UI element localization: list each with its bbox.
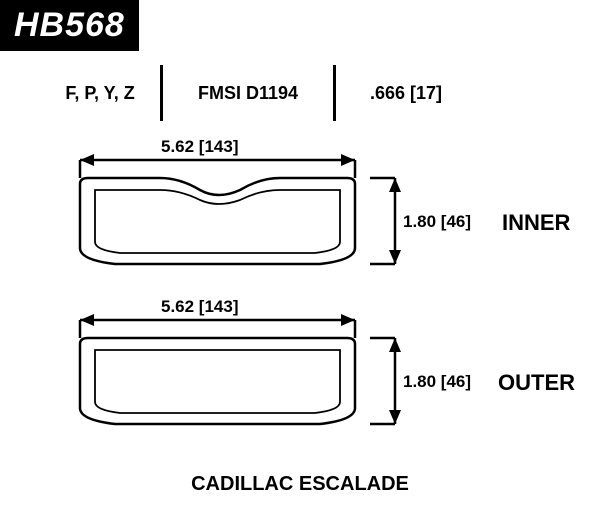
vehicle-label: CADILLAC ESCALADE	[0, 473, 600, 496]
spec-row: F, P, Y, Z FMSI D1194 .666 [17]	[0, 63, 600, 123]
fmsi-cell: FMSI D1194	[163, 83, 333, 104]
inner-height-label: 1.80 [46]	[403, 212, 471, 232]
inner-width-label: 5.62 [143]	[155, 137, 245, 157]
outer-width-label: 5.62 [143]	[155, 297, 245, 317]
compounds-cell: F, P, Y, Z	[40, 83, 160, 104]
part-number-header: HB568	[0, 0, 139, 51]
outer-height-label: 1.80 [46]	[403, 372, 471, 392]
outer-side-label: OUTER	[498, 370, 575, 396]
inner-side-label: INNER	[502, 210, 570, 236]
diagram-svg	[0, 120, 600, 490]
thickness-cell: .666 [17]	[336, 83, 476, 104]
